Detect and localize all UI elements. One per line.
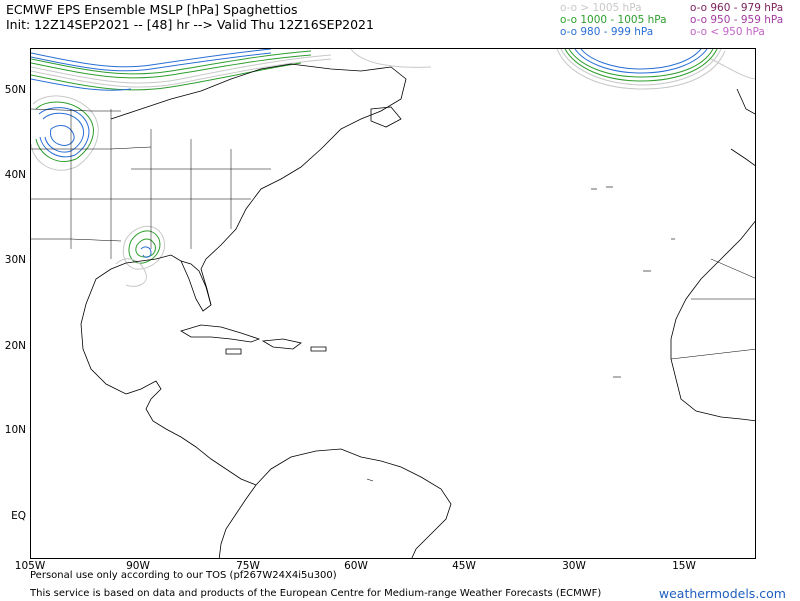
lat-label-eq: EQ [11, 510, 26, 522]
lon-label-30w: 30W [562, 560, 586, 572]
lon-label-45w: 45W [452, 560, 476, 572]
map-title: ECMWF EPS Ensemble MSLP [hPa] Spaghettio… [6, 2, 298, 17]
brand-link[interactable]: weathermodels.com [658, 586, 786, 601]
lat-label-50n: 50N [4, 84, 26, 96]
ecmwf-credit: This service is based on data and produc… [30, 588, 602, 599]
map-subtitle: Init: 12Z14SEP2021 -- [48] hr --> Valid … [6, 17, 374, 32]
map-svg [31, 49, 755, 558]
lon-label-75w: 75W [236, 560, 260, 572]
pressure-legend-right: o-o 960 - 979 hPa o-o 950 - 959 hPa o-o … [690, 2, 783, 38]
pressure-legend-left: o-o > 1005 hPa o-o 1000 - 1005 hPa o-o 9… [560, 2, 667, 38]
spaghetti-northwest [31, 49, 332, 171]
political-borders [31, 108, 755, 360]
legend-entry-950-959: o-o 950 - 959 hPa [690, 14, 784, 26]
lat-label-10n: 10N [4, 424, 26, 436]
coastlines [80, 63, 755, 558]
atlantic-islands [366, 186, 675, 482]
tos-note: Personal use only according to our TOS (… [30, 570, 337, 581]
spaghetti-gulf [115, 225, 165, 287]
legend-entry-1000-1005: o-o 1000 - 1005 hPa [560, 14, 667, 26]
lon-label-15w: 15W [672, 560, 696, 572]
lat-label-40n: 40N [4, 169, 26, 181]
lat-label-30n: 30N [4, 254, 26, 266]
lon-label-90w: 90W [126, 560, 150, 572]
lat-label-20n: 20N [4, 340, 26, 352]
lon-label-105w: 105W [14, 560, 46, 572]
lon-label-60w: 60W [344, 560, 368, 572]
legend-entry-lt950: o-o < 950 hPa [690, 26, 765, 38]
legend-entry-980-999: o-o 980 - 999 hPa [560, 26, 654, 38]
legend-entry-gt1005: o-o > 1005 hPa [560, 2, 642, 14]
map-panel [30, 48, 756, 559]
spaghetti-north-atlantic [350, 49, 755, 90]
legend-entry-960-979: o-o 960 - 979 hPa [690, 2, 784, 14]
